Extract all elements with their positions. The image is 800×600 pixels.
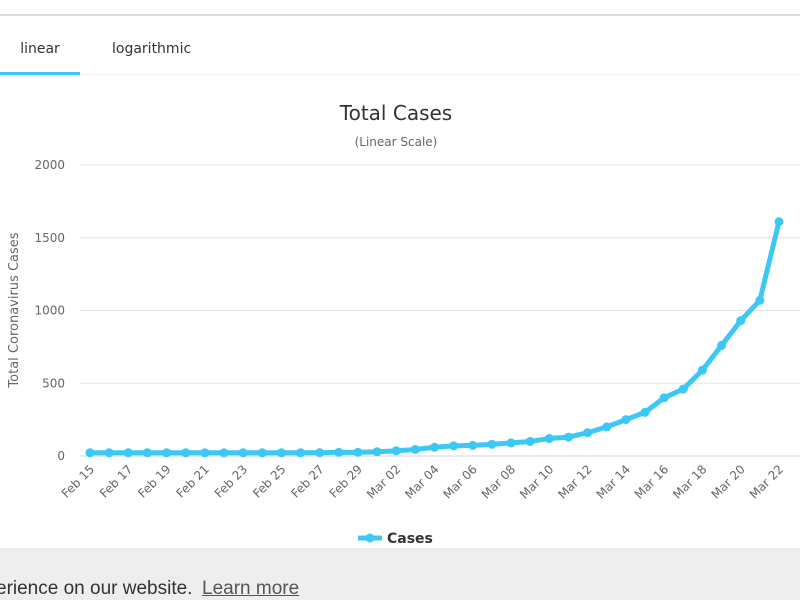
tab-underline: [0, 72, 80, 75]
x-tick-label: Feb 27: [288, 462, 326, 500]
x-tick-label: Mar 14: [594, 462, 633, 501]
point: [602, 422, 612, 432]
x-tick-label: Mar 06: [440, 462, 479, 501]
point: [659, 393, 669, 403]
x-tick-label: Feb 19: [135, 462, 173, 500]
point: [410, 444, 420, 454]
x-tick-label: Feb 23: [212, 462, 250, 500]
point: [219, 448, 229, 458]
x-tick-label: Feb 21: [174, 462, 212, 500]
point: [123, 448, 133, 458]
point: [200, 448, 210, 458]
tab[interactable]: linear: [20, 41, 60, 57]
point: [506, 438, 516, 448]
point: [353, 447, 363, 457]
x-tick-label: Mar 16: [632, 462, 671, 501]
point: [238, 448, 248, 458]
point: [104, 448, 114, 458]
point: [563, 432, 573, 442]
point: [162, 448, 172, 458]
x-tick-label: Mar 08: [479, 462, 518, 501]
point: [697, 365, 707, 375]
x-tick-label: Mar 12: [555, 462, 594, 501]
chart: Total Cases (Linear Scale) Total Coronav…: [7, 101, 800, 547]
point: [85, 448, 95, 458]
banner-link[interactable]: Learn more: [202, 578, 300, 599]
point: [736, 316, 746, 326]
x-tick-label: Feb 15: [59, 462, 97, 500]
point: [257, 448, 267, 458]
x-tick-label: Mar 18: [670, 462, 709, 501]
legend-symbol: [365, 533, 375, 543]
tab-bar: linear logarithmic: [0, 30, 800, 75]
point: [544, 434, 554, 444]
legend-label: Cases: [387, 531, 433, 547]
point: [430, 442, 439, 452]
point: [181, 448, 191, 458]
point: [487, 439, 497, 449]
point: [717, 340, 727, 350]
y-tick-label: 1500: [34, 231, 65, 245]
tab[interactable]: logarithmic: [112, 41, 192, 57]
x-tick-label: Mar 04: [402, 462, 441, 501]
point: [142, 448, 152, 458]
y-axis-label: Total Coronavirus Cases: [7, 232, 22, 388]
x-tick-label: Feb 17: [97, 462, 135, 500]
y-tick-label: 0: [57, 449, 65, 463]
point: [391, 446, 401, 456]
point: [525, 436, 535, 446]
y-tick-label: 1000: [34, 304, 65, 318]
point: [640, 407, 650, 417]
x-tick-label: Mar 22: [747, 462, 786, 501]
x-tick-label: Mar 02: [364, 462, 403, 501]
chart-subtitle: (Linear Scale): [355, 135, 438, 149]
point: [276, 448, 286, 458]
x-tick-label: Mar 20: [708, 462, 747, 501]
x-tick-label: Feb 29: [327, 462, 365, 500]
point: [334, 447, 344, 457]
point: [678, 384, 688, 394]
divider: [0, 14, 800, 16]
cookie-banner: erience on our website. Learn more: [0, 548, 800, 600]
point: [296, 448, 306, 458]
point: [372, 447, 382, 457]
point: [315, 448, 325, 458]
banner-text: erience on our website.: [0, 578, 193, 599]
point: [583, 428, 593, 438]
point: [755, 295, 765, 305]
y-tick-label: 500: [42, 376, 65, 390]
y-tick-label: 2000: [34, 158, 65, 172]
line: [90, 221, 782, 456]
point: [621, 415, 631, 425]
x-tick-label: Feb 25: [250, 462, 288, 500]
point: [774, 217, 784, 227]
chart-title: Total Cases: [339, 101, 452, 125]
point: [449, 441, 459, 451]
x-tick-label: Mar 10: [517, 462, 556, 501]
point: [468, 440, 478, 450]
